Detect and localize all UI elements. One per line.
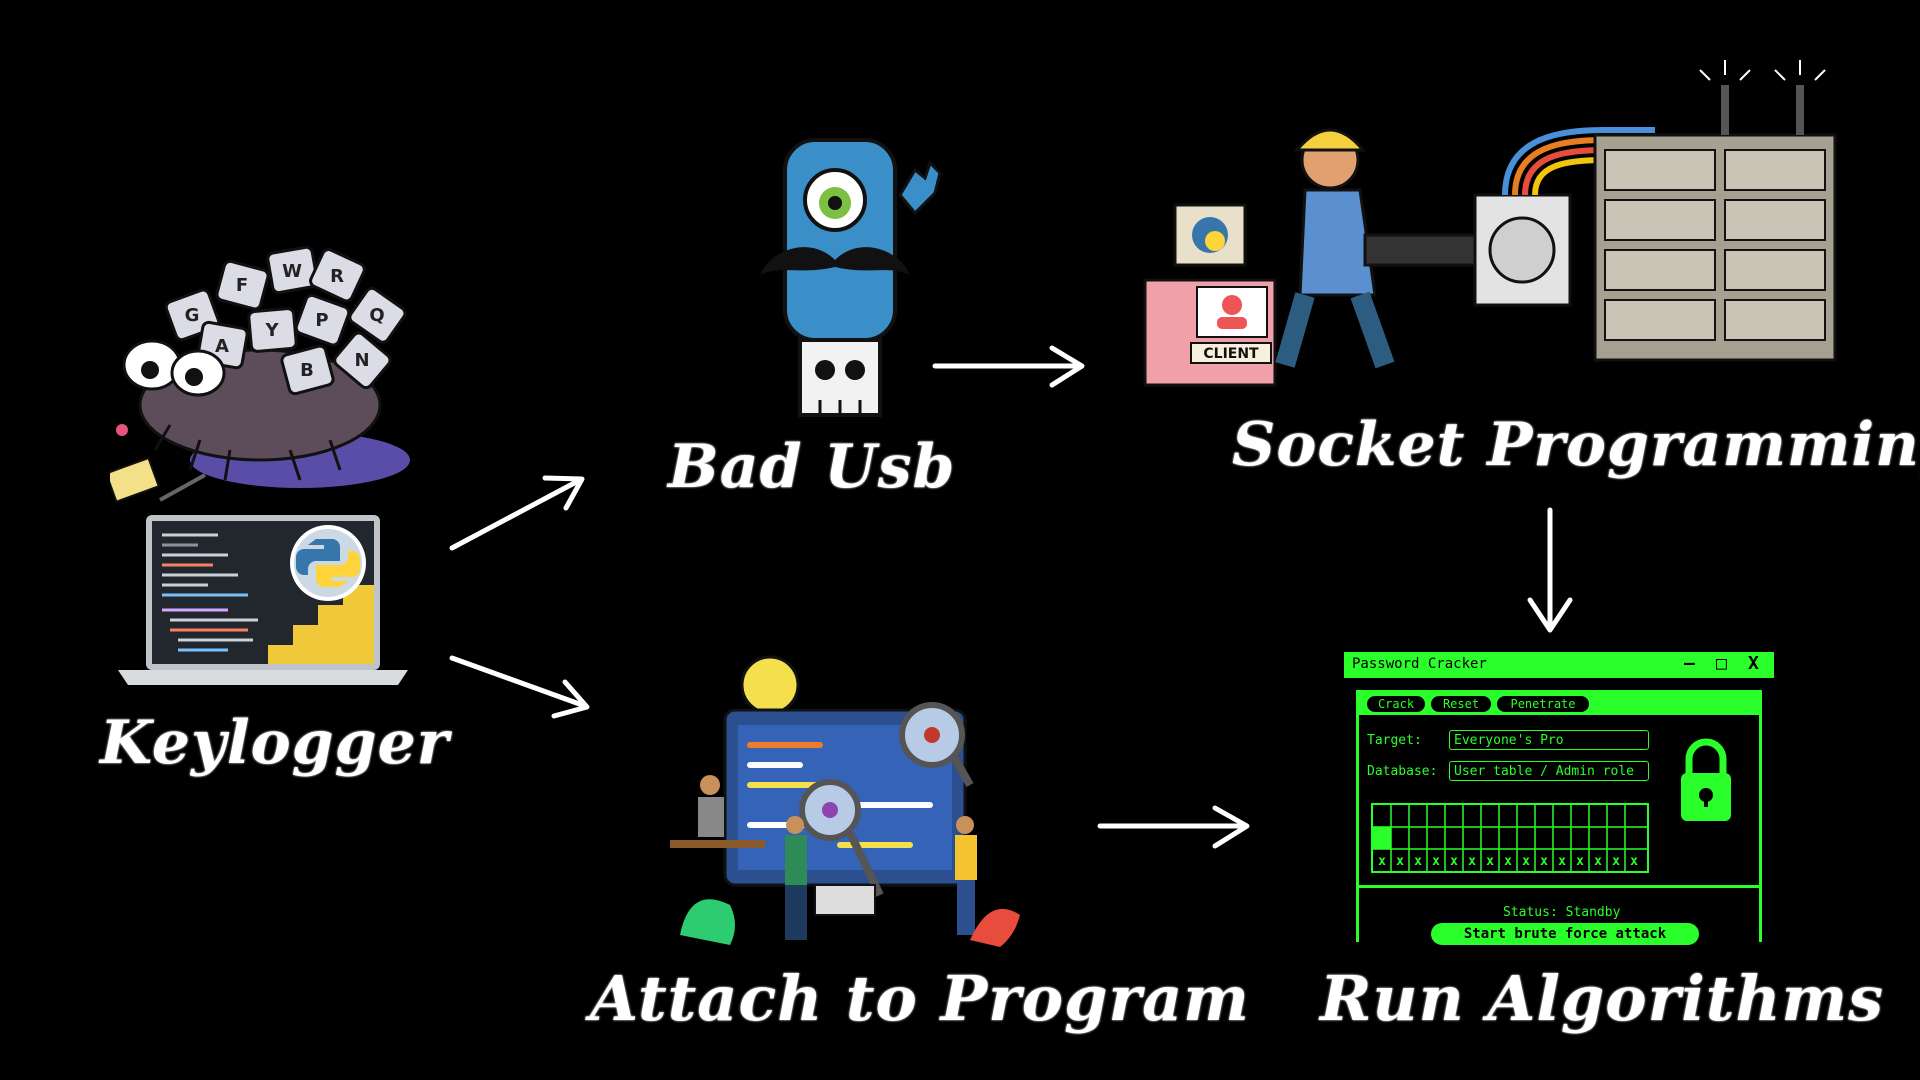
python-laptop-illustration: [118, 515, 408, 685]
arrow-badusb-to-socket: [932, 345, 1085, 388]
key-letter: A: [215, 336, 229, 357]
client-label: CLIENT: [1203, 346, 1259, 362]
crack-button[interactable]: Crack: [1367, 696, 1425, 712]
key-letter: F: [236, 275, 248, 296]
lightbulb-icon: [740, 655, 800, 715]
magnifier-bug-icon: [899, 702, 974, 787]
key-letter: N: [354, 350, 369, 371]
server-rack: [1593, 133, 1837, 362]
svg-text:x: x: [1378, 854, 1386, 869]
client-terminal: CLIENT: [1143, 278, 1277, 387]
notepad-icon: [110, 456, 206, 503]
label-keylogger: Keylogger: [100, 708, 450, 778]
mustache: [760, 247, 910, 275]
python-box-icon: [1173, 203, 1247, 267]
laptop-base: [118, 670, 408, 685]
label-attach-to-program: Attach to Program: [590, 962, 1250, 1035]
password-cracker-titlebar: Password Cracker – □ X: [1344, 652, 1774, 678]
attach-to-program-illustration: [670, 655, 1020, 947]
key-letter: P: [315, 310, 328, 331]
monitor-stand: [814, 884, 876, 916]
svg-text:x: x: [1450, 854, 1458, 869]
arrow-keylogger-to-badusb: [449, 475, 585, 551]
hedgehog-eyes: [122, 339, 226, 397]
key-letter: Q: [369, 305, 384, 326]
penetrate-button[interactable]: Penetrate: [1497, 696, 1589, 712]
hedgehog-nose: [116, 424, 128, 436]
maximize-button[interactable]: □: [1716, 653, 1727, 674]
code-lines: [162, 533, 258, 652]
padlock-icon: [1681, 738, 1731, 821]
svg-text:x: x: [1432, 854, 1440, 869]
reset-button[interactable]: Reset: [1431, 696, 1491, 712]
svg-text:x: x: [1486, 854, 1494, 869]
bad-usb-monster-illustration: [760, 138, 942, 417]
svg-text:x: x: [1504, 854, 1512, 869]
keycap-letters: G W R A Y P Q F B N: [185, 261, 385, 381]
database-label: Database:: [1367, 764, 1438, 779]
svg-text:x: x: [1414, 854, 1422, 869]
label-run-algorithms: Run Algorithms: [1320, 962, 1885, 1035]
svg-text:x: x: [1468, 854, 1476, 869]
body-divider: [1359, 885, 1759, 888]
keylogger-hedgehog-illustration: G W R A Y P Q F B N: [110, 245, 410, 503]
person-standing-right: [955, 816, 977, 935]
person-standing-left: [785, 816, 807, 940]
key-letter: W: [282, 261, 302, 282]
target-label: Target:: [1367, 733, 1422, 748]
hedgehog-legs: [153, 424, 342, 481]
close-button[interactable]: X: [1748, 653, 1759, 674]
svg-text:x: x: [1522, 854, 1530, 869]
password-cracker-title: Password Cracker: [1352, 656, 1487, 672]
password-cracker-body: Crack Reset Penetrate Target: Everyone's…: [1356, 690, 1762, 945]
keycaps-spikes: [164, 245, 407, 396]
key-letter: R: [330, 266, 344, 287]
svg-text:x: x: [1594, 854, 1602, 869]
plant-leaves: [680, 899, 1020, 947]
svg-text:x: x: [1576, 854, 1584, 869]
password-cracker-window: Password Cracker – □ X Crack Reset Penet…: [1344, 650, 1774, 945]
key-letter: B: [300, 360, 314, 381]
yellow-stairs: [268, 585, 374, 664]
label-bad-usb: Bad Usb: [668, 432, 956, 502]
antenna-signals: [1699, 60, 1826, 81]
target-input[interactable]: Everyone's Pro: [1449, 730, 1649, 750]
label-socket-programming: Socket Programming: [1232, 410, 1920, 480]
engineer-figure: [1275, 128, 1395, 369]
python-logo-icon: [290, 525, 366, 601]
svg-text:x: x: [1540, 854, 1548, 869]
user-icon: [1222, 295, 1242, 315]
person-at-desk: [670, 775, 765, 848]
antennas: [1721, 85, 1804, 135]
password-cracker-toolbar: Crack Reset Penetrate: [1359, 693, 1759, 715]
start-brute-force-button[interactable]: Start brute force attack: [1431, 923, 1699, 945]
key-letter: Y: [264, 320, 279, 341]
minimize-button[interactable]: –: [1684, 653, 1695, 674]
arrow-socket-to-run: [1527, 507, 1573, 633]
arrow-attach-to-run: [1097, 805, 1250, 849]
svg-text:x: x: [1558, 854, 1566, 869]
key-letter: G: [185, 305, 200, 326]
database-input[interactable]: User table / Admin role: [1449, 761, 1649, 781]
waving-hand: [898, 160, 942, 216]
arrow-keylogger-to-attach: [449, 655, 590, 719]
svg-text:x: x: [1612, 854, 1620, 869]
svg-text:x: x: [1630, 854, 1638, 869]
svg-text:x: x: [1396, 854, 1404, 869]
socket-programming-illustration: CLIENT: [1143, 60, 1837, 387]
status-text: Status: Standby: [1503, 905, 1621, 920]
socket-plug: [1363, 233, 1487, 267]
